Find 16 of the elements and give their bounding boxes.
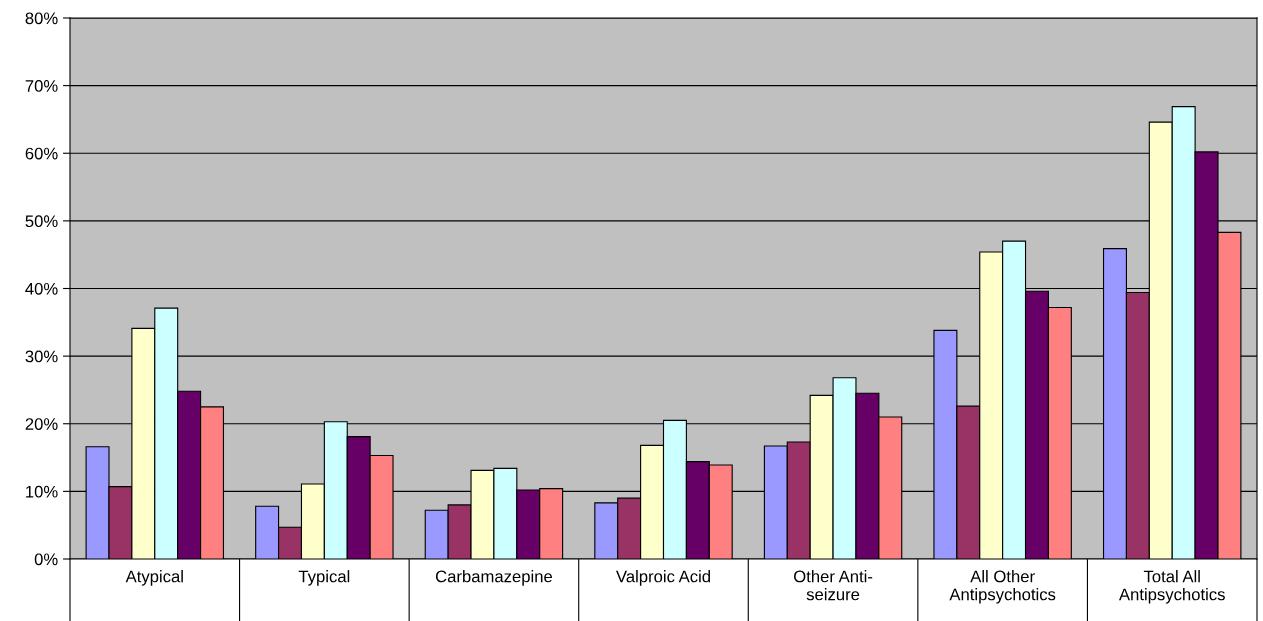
y-tick-label: 50% bbox=[25, 215, 58, 228]
x-tick-label: Carbamazepine bbox=[435, 570, 553, 586]
x-tick-label: Other Anti- seizure bbox=[794, 570, 873, 601]
y-tick-label: 80% bbox=[25, 12, 58, 25]
x-tick-label: Atypical bbox=[125, 570, 183, 586]
y-tick-label: 20% bbox=[25, 418, 58, 430]
x-tick-label: Total All Antipsychotics bbox=[1118, 570, 1225, 604]
y-tick-label: 10% bbox=[26, 485, 58, 498]
y-tick-label: 40% bbox=[25, 282, 58, 295]
x-tick-label: Typical bbox=[298, 570, 350, 586]
y-tick-label: 70% bbox=[25, 80, 58, 92]
x-tick-label: All Other Antipsychotics bbox=[949, 570, 1056, 604]
y-tick-label: 60% bbox=[25, 147, 58, 160]
x-tick-label: Valproic Acid bbox=[616, 570, 710, 586]
y-tick-label: 0% bbox=[34, 553, 58, 566]
y-tick-label: 30% bbox=[25, 350, 58, 363]
